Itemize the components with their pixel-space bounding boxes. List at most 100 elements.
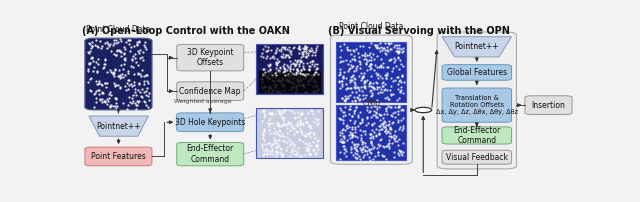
Point xyxy=(108,72,118,75)
Point xyxy=(384,141,394,145)
Point xyxy=(311,145,321,149)
Point xyxy=(291,130,301,133)
Point xyxy=(97,91,108,94)
Point xyxy=(119,45,129,48)
Point xyxy=(307,63,317,66)
Point xyxy=(111,96,121,99)
Point xyxy=(114,75,124,78)
Point xyxy=(264,128,275,131)
Point xyxy=(369,68,380,72)
Point xyxy=(348,133,358,136)
Point xyxy=(274,111,284,115)
Point xyxy=(132,42,142,46)
Point xyxy=(365,65,375,68)
Point xyxy=(116,55,126,58)
Point xyxy=(113,68,124,71)
Point xyxy=(368,137,378,140)
Point xyxy=(358,129,369,133)
Point xyxy=(92,45,102,48)
Point xyxy=(360,96,371,99)
Point xyxy=(139,79,149,82)
Point xyxy=(287,149,297,153)
Point xyxy=(264,90,274,94)
Point xyxy=(111,38,121,41)
Point xyxy=(354,94,364,97)
Point xyxy=(356,139,367,142)
Point xyxy=(339,122,349,125)
Point xyxy=(351,47,361,50)
Point xyxy=(343,86,353,90)
Point xyxy=(339,147,349,150)
Point xyxy=(372,146,382,149)
Point xyxy=(311,48,321,51)
Point xyxy=(290,116,300,119)
FancyBboxPatch shape xyxy=(85,147,152,166)
Point xyxy=(270,74,280,77)
Point xyxy=(270,86,280,89)
Point xyxy=(368,53,378,56)
Point xyxy=(271,140,282,143)
Point xyxy=(371,80,381,83)
Point xyxy=(301,56,311,59)
Point xyxy=(282,63,292,66)
Point xyxy=(358,155,368,159)
Point xyxy=(340,98,351,101)
Point xyxy=(374,133,384,136)
Point xyxy=(305,50,315,53)
Text: Point Cloud Data: Point Cloud Data xyxy=(86,25,150,34)
Point xyxy=(95,98,106,101)
Point xyxy=(110,96,120,99)
Point xyxy=(271,50,282,53)
Point xyxy=(292,120,302,123)
Point xyxy=(347,136,357,139)
Point xyxy=(115,74,125,77)
Point xyxy=(303,146,313,150)
Point xyxy=(357,140,367,144)
Point xyxy=(292,78,303,81)
Point xyxy=(281,54,291,57)
Point xyxy=(257,142,268,145)
Point xyxy=(376,127,387,130)
Text: Pointnet++: Pointnet++ xyxy=(97,122,141,131)
Point xyxy=(89,92,99,96)
Point xyxy=(341,58,351,61)
Point xyxy=(289,62,300,66)
Point xyxy=(362,69,372,72)
Point xyxy=(262,89,273,92)
Point xyxy=(345,105,355,108)
Point xyxy=(311,70,321,73)
Point xyxy=(365,115,376,119)
Point xyxy=(383,65,393,68)
Point xyxy=(386,92,396,95)
Point xyxy=(355,111,365,114)
Point xyxy=(292,77,302,80)
Point xyxy=(132,104,142,107)
Point xyxy=(374,143,385,147)
Point xyxy=(136,94,147,97)
Point xyxy=(345,80,355,83)
Point xyxy=(359,53,369,56)
Point xyxy=(349,81,359,84)
Point xyxy=(298,85,308,88)
Point xyxy=(139,74,149,78)
Point xyxy=(259,115,269,118)
Point xyxy=(111,53,121,56)
Point xyxy=(91,96,101,99)
Point xyxy=(371,133,381,136)
Point xyxy=(308,72,319,76)
Point xyxy=(96,82,106,86)
Point xyxy=(349,143,359,146)
Polygon shape xyxy=(89,116,148,136)
Point xyxy=(373,151,383,154)
Point xyxy=(394,127,404,130)
Point xyxy=(296,78,306,81)
Point xyxy=(274,48,284,51)
Point xyxy=(259,127,269,130)
Point xyxy=(338,140,348,144)
Point xyxy=(311,84,321,87)
Point xyxy=(271,63,282,66)
Point xyxy=(391,134,401,137)
Point xyxy=(292,84,302,87)
Point xyxy=(378,84,388,87)
Point xyxy=(137,88,147,91)
